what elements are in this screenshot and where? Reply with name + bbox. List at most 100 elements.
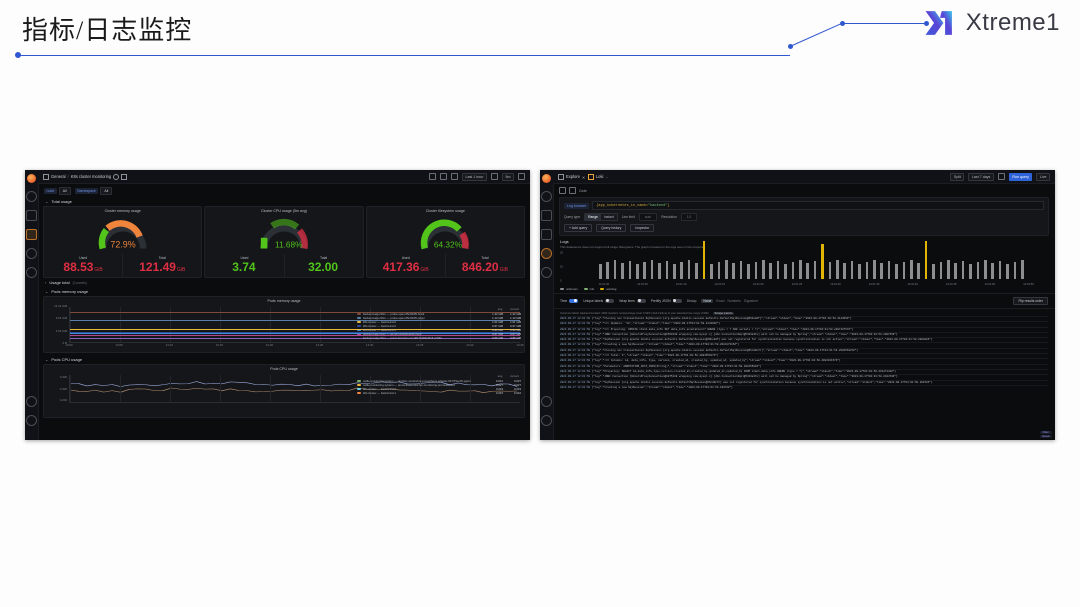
- histogram-bar[interactable]: [599, 264, 602, 279]
- cpu-legend[interactable]: avg current cattle-monitoring-system — r…: [357, 374, 521, 395]
- close-icon[interactable]: ✕: [581, 174, 586, 180]
- dedup-exact[interactable]: Exact: [716, 299, 725, 303]
- histogram-bar[interactable]: [791, 262, 795, 279]
- variable-node-value[interactable]: All: [58, 187, 71, 195]
- histogram-bar[interactable]: [961, 261, 965, 279]
- row-header-total-usage[interactable]: ⌄ Total usage: [38, 197, 530, 206]
- histogram-bar[interactable]: [939, 262, 943, 279]
- live-tail-button[interactable]: Live: [1036, 172, 1050, 181]
- legend-item[interactable]: k8s-cluster — basic/etcd-1 0.93 GiB 0.93 G…: [357, 328, 521, 332]
- log-line[interactable]: 2023-09-17 12:01:58 {"log":"<== Total: 1…: [560, 353, 1048, 358]
- log-line[interactable]: 2023-09-17 12:01:58 {"log":"==> Updates:…: [560, 321, 1048, 326]
- grafana-logo-icon[interactable]: [542, 174, 551, 183]
- legend-header-current[interactable]: current: [510, 374, 519, 378]
- grafana-logo-icon[interactable]: [27, 174, 36, 183]
- histogram-bar[interactable]: [636, 264, 639, 279]
- dashboards-icon[interactable]: [541, 229, 552, 240]
- histogram-bar[interactable]: [880, 263, 883, 279]
- plus-icon[interactable]: [26, 210, 37, 221]
- explore-side-nav[interactable]: [540, 170, 554, 440]
- log-scan-buttons[interactable]: Older Newer: [1040, 430, 1052, 438]
- histogram-bar[interactable]: [910, 260, 913, 279]
- histogram-bar[interactable]: [1013, 262, 1017, 279]
- scan-older-button[interactable]: Older: [1040, 430, 1052, 434]
- histogram-bar[interactable]: [673, 264, 676, 279]
- log-line[interactable]: 2023-09-17 12:01:58 {"log":"==> Preparin…: [560, 326, 1048, 332]
- histogram-bar[interactable]: [865, 262, 869, 279]
- dedup-numbers[interactable]: Numbers: [727, 299, 741, 303]
- histogram-bar[interactable]: [717, 262, 721, 279]
- add-panel-icon[interactable]: [429, 173, 437, 180]
- legend-item[interactable]: backend-algorithm — probe-span-65c944f5-…: [357, 316, 521, 320]
- histogram-bar[interactable]: [628, 261, 632, 279]
- split-button[interactable]: Split: [950, 172, 965, 181]
- log-line[interactable]: 2023-09-17 12:01:58 {"log":"Creating a n…: [560, 384, 1048, 390]
- histogram-bar[interactable]: [798, 260, 802, 279]
- refresh-interval-picker[interactable]: 5m: [502, 172, 514, 181]
- panel-cluster-memory-usage[interactable]: Cluster memory usage 72.9% Used 88.53GiB: [43, 206, 203, 278]
- histogram-bar[interactable]: [1021, 260, 1024, 279]
- histogram-bar[interactable]: [747, 264, 750, 279]
- histogram-bar[interactable]: [710, 264, 713, 279]
- histogram-bar[interactable]: [954, 263, 958, 279]
- histogram-bar[interactable]: [902, 262, 906, 279]
- toggle-prettify-json[interactable]: Prettify JSON: [651, 298, 682, 304]
- toggle-time[interactable]: Time: [560, 298, 579, 304]
- row-header-pods-cpu[interactable]: ⌄ Pods CPU usage: [38, 355, 530, 364]
- histogram-bar[interactable]: [724, 260, 728, 279]
- log-line[interactable]: 2023-09-17 12:01:58 {"log":"JDBC Connect…: [560, 374, 1048, 379]
- histogram-bar[interactable]: [969, 264, 972, 279]
- query-type-range[interactable]: Range: [585, 214, 601, 220]
- histogram-legend-item[interactable]: unknown: [560, 287, 578, 291]
- dashboards-icon[interactable]: [26, 229, 37, 240]
- histogram-bar[interactable]: [895, 264, 898, 279]
- help-icon[interactable]: [541, 396, 552, 407]
- row-header-usage-total[interactable]: › Usage total (0 panels): [38, 278, 530, 287]
- query-type-toggle[interactable]: Range Instant: [584, 213, 618, 221]
- histogram-bar[interactable]: [776, 261, 780, 279]
- wrap-lines-toggle-switch[interactable]: [636, 298, 646, 304]
- toggle-wrap-lines[interactable]: Wrap lines: [619, 298, 646, 304]
- histogram-bar[interactable]: [835, 260, 839, 279]
- scan-newer-button[interactable]: Newer: [1040, 435, 1052, 438]
- histogram-bar[interactable]: [658, 263, 661, 279]
- help-icon[interactable]: [26, 396, 37, 407]
- log-line[interactable]: 2023-09-17 12:01:58 {"log":"Preparing: S…: [560, 368, 1048, 374]
- legend-item[interactable]: backend-algorithm — probe-span-65c944f5-…: [357, 312, 521, 316]
- share-icon[interactable]: [121, 173, 128, 180]
- explore-icon[interactable]: [26, 248, 37, 259]
- search-icon[interactable]: [26, 191, 37, 202]
- histogram-bar[interactable]: [761, 260, 765, 279]
- toggle-unique-labels[interactable]: Unique labels: [583, 298, 615, 304]
- histogram-bar[interactable]: [924, 241, 928, 279]
- log-line[interactable]: 2023-09-17 12:01:58 {"log":"JDBC Connect…: [560, 331, 1048, 337]
- explore-icon[interactable]: [541, 248, 552, 259]
- save-icon[interactable]: [440, 173, 448, 180]
- plus-icon[interactable]: [541, 210, 552, 221]
- legend-item[interactable]: k8s-cluster — basic/etcd-1 0.015 0.016: [357, 391, 521, 395]
- breadcrumb[interactable]: General / K8s cluster monitoring: [43, 173, 128, 180]
- scrape-metrics-chip[interactable]: Scrape metrics: [712, 312, 735, 315]
- panel-pods-memory-usage[interactable]: Pods memory usage 14.31 GiB 9.54 GiB 4.54 …: [43, 296, 525, 353]
- log-line[interactable]: 2023-09-17 12:01:58 {"log":"Parameters: …: [560, 363, 1048, 369]
- chevron-right-icon[interactable]: [569, 187, 576, 194]
- log-line[interactable]: 2023-09-17 12:01:58 {"log":"SqlSession […: [560, 379, 1048, 385]
- histogram-bar[interactable]: [613, 260, 617, 279]
- histogram-bar[interactable]: [821, 244, 824, 279]
- histogram-bar[interactable]: [665, 261, 669, 279]
- time-toggle-switch[interactable]: [569, 298, 579, 304]
- log-line[interactable]: 2023-09-17 12:01:58 {"log":"Closing non …: [560, 347, 1048, 353]
- time-range-picker[interactable]: Last 1 hour: [462, 172, 487, 181]
- legend-item[interactable]: k8s-cluster — basic/etcd-2 0.97 GiB 0.97 G…: [357, 324, 521, 328]
- resolution-select[interactable]: 1/1: [680, 213, 698, 221]
- histogram-bar[interactable]: [932, 264, 935, 279]
- user-avatar[interactable]: [26, 415, 37, 426]
- histogram-bar[interactable]: [732, 263, 735, 279]
- histogram-bar[interactable]: [739, 261, 743, 279]
- variable-namespace[interactable]: Namespace All: [74, 187, 113, 195]
- histogram-bar[interactable]: [680, 262, 684, 279]
- datasource-picker[interactable]: Loki: [595, 174, 604, 179]
- histogram-bar[interactable]: [606, 262, 610, 279]
- histogram-bar[interactable]: [695, 263, 698, 279]
- histogram-bar[interactable]: [984, 260, 987, 279]
